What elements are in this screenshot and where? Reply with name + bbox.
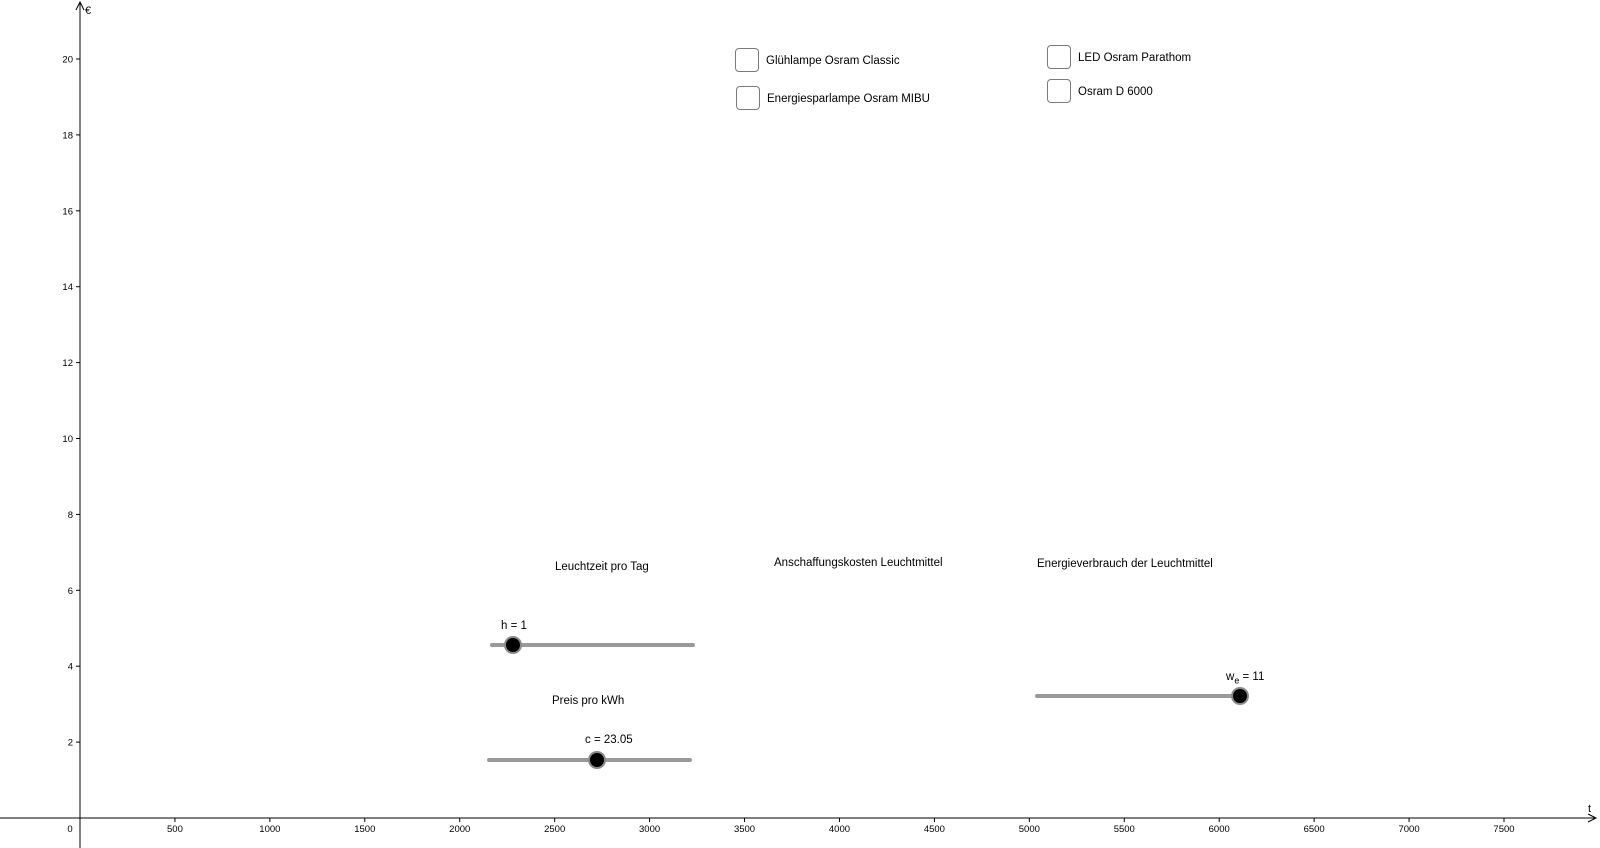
label-anschaffung: Anschaffungskosten Leuchtmittel [774, 557, 943, 569]
x-tick-label: 5500 [1114, 824, 1135, 835]
slider-c-knob[interactable] [589, 753, 604, 767]
y-axis-arrow [75, 0, 85, 11]
x-tick-label: 3000 [639, 824, 660, 835]
y-tick-label: 4 [68, 662, 73, 673]
y-tick-label: 18 [62, 130, 73, 141]
checkbox-label-energiesparlampe[interactable]: Energiesparlampe Osram MIBU [767, 93, 930, 105]
y-tick-label: 20 [62, 55, 73, 66]
x-axis-label: t [1588, 803, 1591, 815]
checkbox-osram-d6000[interactable] [1047, 79, 1071, 103]
label-energie: Energieverbrauch der Leuchtmittel [1037, 558, 1213, 570]
checkbox-led[interactable] [1047, 45, 1071, 69]
x-axis-arrow [1587, 813, 1598, 823]
x-tick-label: 5000 [1019, 824, 1040, 835]
checkbox-label-gluehlampe[interactable]: Glühlampe Osram Classic [766, 55, 900, 67]
slider-we-value: we = 11 [1226, 671, 1264, 685]
x-tick-label: 4000 [829, 824, 850, 835]
slider-we-track[interactable] [1035, 694, 1245, 698]
x-tick-label: 7000 [1398, 824, 1419, 835]
checkbox-label-osram-d6000[interactable]: Osram D 6000 [1078, 86, 1153, 98]
slider-h-value: h = 1 [501, 620, 527, 632]
slider-c-value: c = 23.05 [585, 734, 633, 746]
slider-we-text: = 11 [1239, 671, 1265, 683]
x-tick-label: 1000 [259, 824, 280, 835]
y-tick-label: 10 [62, 434, 73, 445]
y-tick-label: 6 [68, 586, 73, 597]
y-tick-label: 8 [68, 510, 73, 521]
slider-we-name: w [1226, 671, 1235, 683]
x-tick-label: 1500 [354, 824, 375, 835]
slider-c-track[interactable] [487, 758, 692, 762]
x-tick-label: 3500 [734, 824, 755, 835]
checkbox-gluehlampe[interactable] [735, 48, 759, 72]
x-tick-label: 2000 [449, 824, 470, 835]
label-preis: Preis pro kWh [552, 695, 625, 707]
y-tick-label: 12 [62, 358, 73, 369]
y-tick-label: 14 [62, 282, 73, 293]
x-tick-label: 4500 [924, 824, 945, 835]
slider-h-track[interactable] [490, 643, 695, 647]
x-tick-label: 500 [167, 824, 183, 835]
slider-h-knob[interactable] [505, 638, 520, 652]
slider-we-knob[interactable] [1232, 689, 1247, 703]
x-tick-label: 7500 [1493, 824, 1514, 835]
y-tick-label: 2 [68, 738, 73, 749]
x-tick-label: 2500 [544, 824, 565, 835]
x-tick-label: 6000 [1209, 824, 1230, 835]
slider-we-subscript: e [1234, 675, 1240, 686]
checkbox-energiesparlampe[interactable] [736, 86, 760, 110]
y-axis-label: € [85, 5, 91, 17]
label-leuchtzeit: Leuchtzeit pro Tag [555, 561, 649, 573]
x-tick-label: 6500 [1304, 824, 1325, 835]
x-tick-label: 0 [67, 824, 72, 835]
checkbox-label-led[interactable]: LED Osram Parathom [1078, 52, 1192, 64]
y-tick-label: 16 [62, 206, 73, 217]
